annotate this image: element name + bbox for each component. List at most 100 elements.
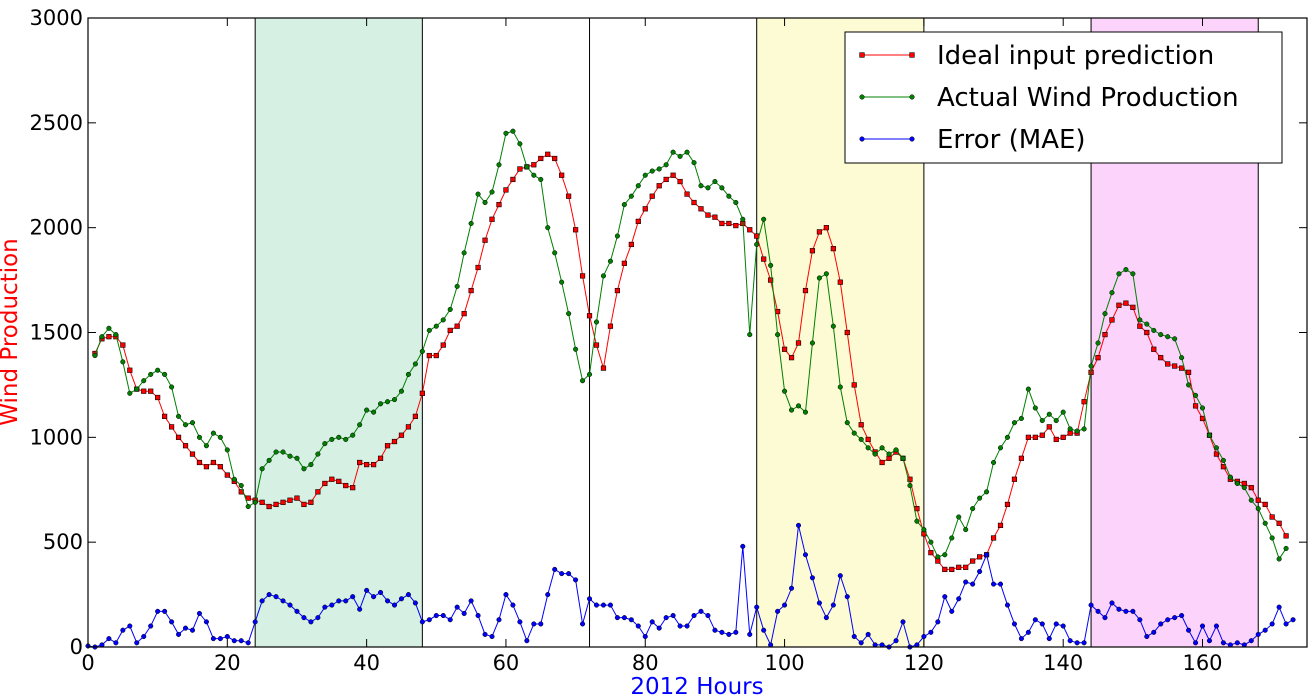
data-point [176,631,182,637]
data-point [1018,455,1025,461]
data-point [475,191,481,197]
y-tick-label: 3000 [30,6,83,30]
legend-marker [909,94,915,100]
data-point [259,466,265,472]
data-point [169,619,175,625]
data-point [795,522,802,528]
data-point [768,277,774,283]
data-point [350,432,356,438]
data-point [461,250,467,256]
data-point [1123,608,1129,614]
data-point [795,340,802,346]
data-point [482,631,488,637]
data-point [106,334,112,340]
x-tick-label: 120 [904,651,944,675]
data-point [1248,638,1254,644]
data-point [1004,434,1011,440]
data-point [907,483,913,489]
data-point [607,602,613,608]
data-point [900,455,906,461]
data-point [1074,640,1080,646]
data-point [224,447,230,453]
data-point [315,615,321,621]
data-point [440,317,446,323]
data-point [858,422,864,428]
data-point [580,378,586,384]
data-point [259,499,265,505]
data-point [1234,480,1240,487]
data-point [747,332,753,338]
data-point [378,589,384,596]
data-point [1060,434,1066,440]
data-point [698,183,704,189]
data-point [593,319,600,325]
data-point [141,388,147,394]
data-point [990,581,997,587]
data-point [1011,420,1017,426]
data-point [461,311,467,317]
data-point [1123,267,1129,273]
data-point [663,162,669,168]
data-point [858,436,864,442]
data-point [531,621,537,627]
data-point [210,459,216,466]
data-point [176,413,182,419]
data-point [928,550,934,556]
data-point [384,443,391,449]
data-point [287,497,293,503]
data-point [412,413,418,419]
data-point [775,308,781,315]
data-point [761,216,767,222]
data-point [677,153,683,159]
data-point [489,216,495,222]
data-point [545,592,551,598]
data-point [468,220,474,227]
data-point [419,348,425,354]
data-point [148,388,154,394]
data-point [503,187,509,193]
data-point [1206,432,1213,438]
data-point [1151,346,1157,352]
data-point [433,323,439,329]
data-point [384,399,391,405]
data-point [426,352,432,359]
data-point [545,151,551,157]
data-point [712,627,718,633]
data-point [879,445,885,451]
data-point [1060,409,1066,415]
data-point [287,453,293,459]
data-point [963,579,969,585]
data-point [531,162,537,168]
data-point [733,199,739,206]
data-point [1011,476,1018,482]
data-point [433,352,439,359]
data-point [663,615,669,621]
data-point [649,168,655,174]
data-point [1206,638,1213,644]
data-point [419,390,425,396]
data-point [830,246,836,252]
data-point [907,476,913,482]
data-point [997,522,1004,528]
data-point [182,443,189,449]
data-point [238,483,244,489]
x-tick-label: 40 [353,651,380,675]
data-point [628,241,634,248]
data-point [127,623,133,629]
data-point [266,457,272,463]
data-point [1102,615,1108,621]
data-point [566,571,572,577]
data-point [343,482,349,489]
data-point [315,451,321,457]
data-point [802,409,809,415]
data-point [280,449,286,455]
data-point [127,390,133,396]
data-point [162,371,168,377]
data-point [1116,606,1122,612]
data-point [1276,604,1282,610]
data-point [1046,411,1052,417]
data-point [1123,300,1129,306]
data-point [454,283,460,289]
data-point [1046,636,1052,642]
x-axis-label: 2012 Hours [630,674,763,699]
